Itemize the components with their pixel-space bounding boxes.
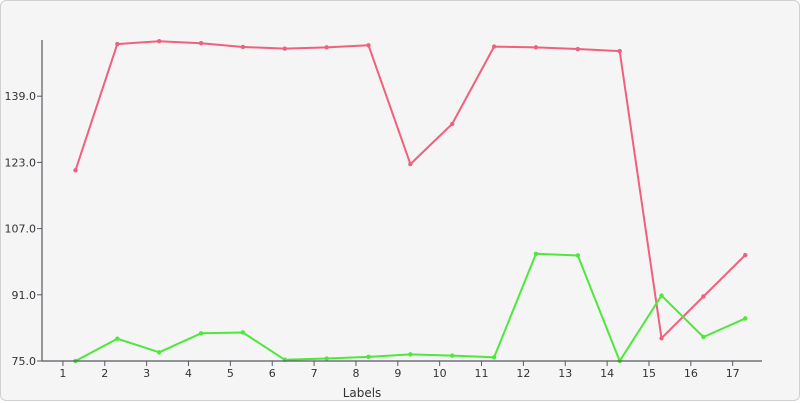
series-2-point[interactable] xyxy=(701,334,706,340)
series-layer xyxy=(73,38,748,364)
series-1-point[interactable] xyxy=(198,41,204,46)
series-1-point[interactable] xyxy=(617,48,622,54)
y-tick-label: 75.0 xyxy=(12,355,37,368)
series-1-point[interactable] xyxy=(743,252,748,258)
series-1-point[interactable] xyxy=(282,46,287,51)
x-tick-label: 6 xyxy=(269,367,276,380)
y-tick-label: 123.0 xyxy=(5,156,37,169)
series-1-point[interactable] xyxy=(115,41,120,47)
x-tick-label: 5 xyxy=(227,367,234,380)
series-2-point[interactable] xyxy=(324,356,329,361)
series-2-point[interactable] xyxy=(366,354,371,360)
x-tick-label: 1 xyxy=(59,367,66,380)
y-tick-label: 91.0 xyxy=(12,289,37,302)
x-axis-label: Labels xyxy=(343,386,382,400)
series-1-point[interactable] xyxy=(73,168,78,173)
series-2-point[interactable] xyxy=(743,316,748,321)
x-tick-label: 9 xyxy=(394,367,401,380)
series-1-point[interactable] xyxy=(659,336,664,341)
x-tick-label: 17 xyxy=(726,367,740,380)
x-tick-label: 12 xyxy=(516,367,530,380)
series-2-point[interactable] xyxy=(575,253,581,258)
series-1-point[interactable] xyxy=(491,44,497,49)
x-tick-label: 14 xyxy=(600,367,614,380)
x-tick-label: 10 xyxy=(433,367,447,380)
y-tick-label: 107.0 xyxy=(5,223,37,236)
series-1-point[interactable] xyxy=(533,45,539,50)
x-tick-label: 7 xyxy=(311,367,318,380)
series-1-line xyxy=(74,40,747,340)
series-1-point[interactable] xyxy=(240,44,246,50)
series-2-point[interactable] xyxy=(115,336,120,341)
series-1-point[interactable] xyxy=(157,38,162,44)
series-2-point[interactable] xyxy=(450,353,455,358)
y-axis-ticks: 75.0 91.0 107.0 123.0 139.0 xyxy=(5,90,42,368)
x-tick-label: 2 xyxy=(101,367,108,380)
series-2-point[interactable] xyxy=(157,350,162,355)
series-1-point[interactable] xyxy=(450,121,455,127)
series-2-point[interactable] xyxy=(659,293,664,298)
x-tick-label: 15 xyxy=(642,367,656,380)
x-tick-label: 8 xyxy=(352,367,359,380)
series-1-point[interactable] xyxy=(701,294,706,299)
x-tick-label: 16 xyxy=(684,367,698,380)
x-tick-label: 4 xyxy=(185,367,192,380)
y-tick-label: 139.0 xyxy=(5,90,37,103)
series-1-point[interactable] xyxy=(408,161,413,167)
series-1-point[interactable] xyxy=(575,46,581,52)
x-tick-label: 13 xyxy=(558,367,572,380)
series-2-point[interactable] xyxy=(198,331,204,336)
series-1-point[interactable] xyxy=(324,45,329,50)
series-1-point[interactable] xyxy=(366,43,371,48)
series-2-point[interactable] xyxy=(240,330,246,335)
x-tick-label: 3 xyxy=(143,367,150,380)
x-axis-ticks: 1 2 3 4 5 6 7 8 9 10 11 12 13 14 15 16 17 xyxy=(59,361,740,380)
series-2-line xyxy=(75,252,746,362)
series-2-point[interactable] xyxy=(533,251,539,257)
series-2-point[interactable] xyxy=(408,352,413,357)
series-2-point[interactable] xyxy=(491,355,497,360)
x-tick-label: 11 xyxy=(475,367,489,380)
